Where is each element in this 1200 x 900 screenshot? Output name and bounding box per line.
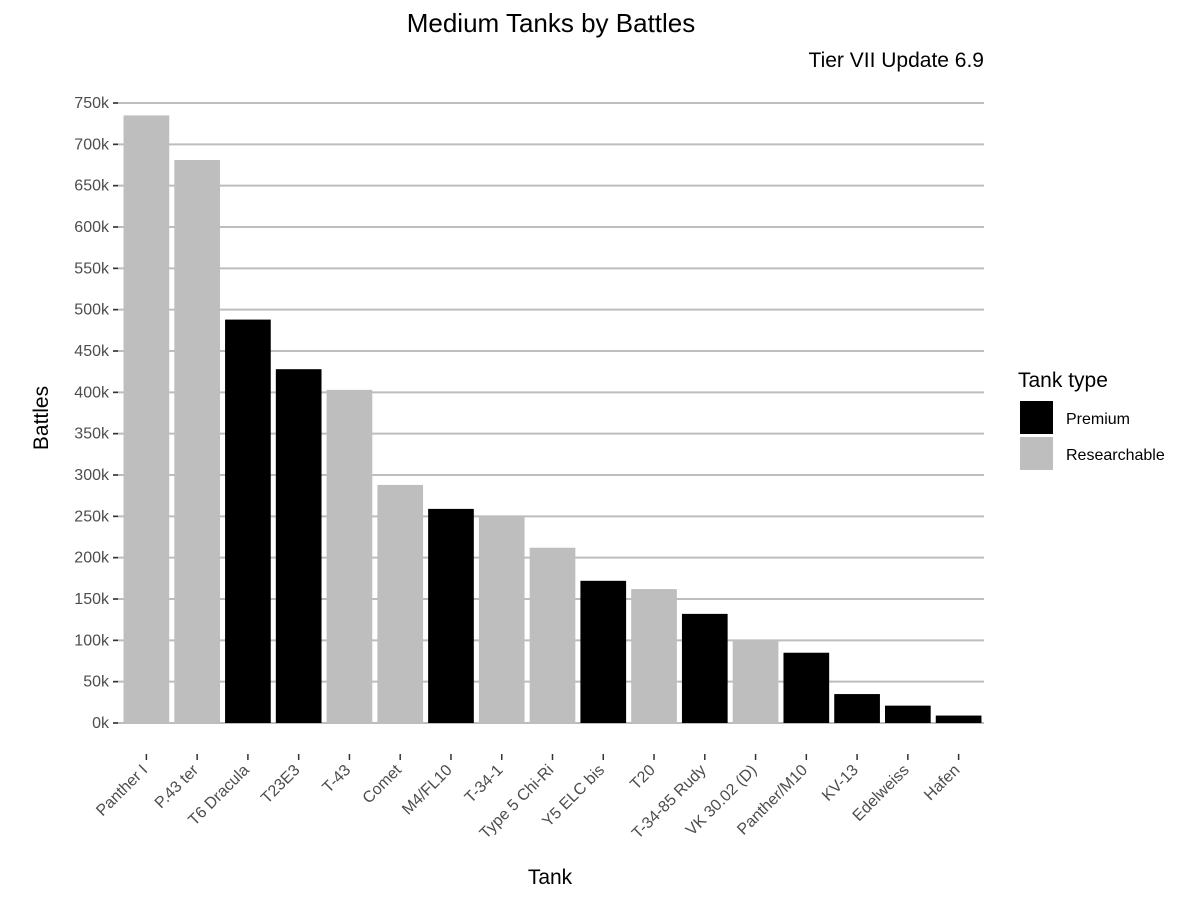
y-tick-label: 600k (74, 219, 110, 236)
x-tick-label: T-43 (320, 762, 355, 797)
y-tick-label: 0k (92, 715, 110, 732)
bar (580, 580, 627, 723)
x-tick-label: P.43 ter (152, 761, 203, 812)
y-tick-label: 500k (74, 302, 110, 319)
chart-title: Medium Tanks by Battles (407, 8, 696, 38)
bar (123, 115, 170, 723)
bar (783, 652, 830, 723)
y-tick-label: 150k (74, 591, 110, 608)
x-tick-label: KV-13 (819, 762, 862, 805)
bar (478, 516, 525, 723)
bar (377, 484, 424, 723)
y-axis: 0k 50k 100k 150k 200k 250k 300k 350k 400k 450k 500… (74, 95, 118, 732)
bars (123, 115, 982, 724)
bar (428, 508, 474, 723)
x-tick-label: T-34-1 (462, 762, 507, 807)
y-tick-label: 250k (74, 508, 110, 525)
bar (275, 369, 322, 723)
bar (225, 319, 271, 723)
y-tick-label: 350k (74, 426, 110, 443)
y-tick-label: 50k (83, 674, 110, 691)
x-axis-title: Tank (528, 866, 573, 889)
bar (834, 694, 880, 723)
bar (631, 589, 677, 723)
bar (935, 715, 982, 723)
bar (174, 160, 220, 724)
y-tick-label: 300k (74, 467, 110, 484)
y-tick-label: 700k (74, 136, 110, 153)
y-tick-label: 450k (74, 343, 110, 360)
bar (529, 547, 576, 723)
legend-swatch (1020, 401, 1053, 434)
legend-swatch (1020, 437, 1053, 470)
chart-subtitle: Tier VII Update 6.9 (809, 49, 984, 72)
bar (326, 389, 373, 723)
y-tick-label: 650k (74, 178, 110, 195)
x-tick-label: Comet (360, 761, 406, 807)
x-tick-label: M4/FL10 (399, 762, 456, 819)
x-tick-label: Hafen (921, 762, 963, 804)
y-tick-label: 750k (74, 95, 110, 112)
bar (681, 613, 728, 723)
y-axis-title: Battles (30, 386, 53, 450)
y-tick-label: 200k (74, 550, 110, 567)
bar (732, 640, 779, 723)
x-tick-label: T23E3 (258, 762, 303, 807)
legend-label: Premium (1066, 411, 1130, 428)
x-tick-label: T20 (627, 762, 659, 794)
legend-title: Tank type (1018, 369, 1108, 392)
legend: Tank type Premium Researchable (1018, 369, 1165, 470)
y-tick-label: 550k (74, 260, 110, 277)
x-tick-label: Panther I (93, 762, 151, 820)
y-tick-label: 400k (74, 384, 110, 401)
y-tick-label: 100k (74, 632, 110, 649)
legend-label: Researchable (1066, 447, 1165, 464)
bar (885, 705, 931, 723)
